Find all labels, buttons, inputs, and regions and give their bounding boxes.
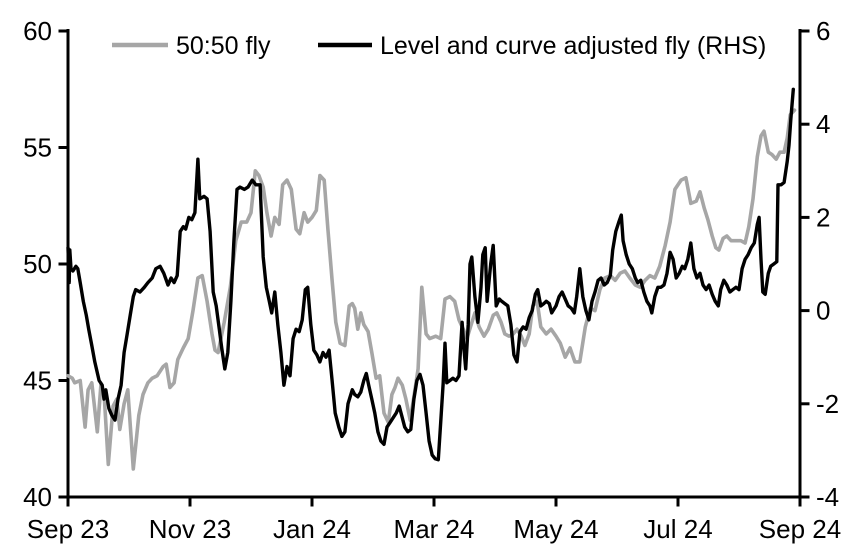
- axis-tick-label: 50: [23, 249, 52, 279]
- axis-tick-label: -2: [816, 389, 839, 419]
- axis-tick-label: 45: [23, 366, 52, 396]
- axis-tick-label: 2: [816, 202, 830, 232]
- series-50-50-fly-line: [66, 108, 797, 471]
- axis-tick-label: 4: [816, 109, 830, 139]
- axis-tick-label: Jan 24: [273, 514, 351, 544]
- legend: 50:50 fly Level and curve adjusted fly (…: [112, 32, 766, 60]
- axis-tick-label: Mar 24: [394, 514, 475, 544]
- axis-tick-label: Jul 24: [643, 514, 712, 544]
- legend-label-50-50-fly: 50:50 fly: [176, 32, 271, 60]
- axis-tick-label: 6: [816, 16, 830, 46]
- axis-tick-label: Nov 23: [149, 514, 231, 544]
- legend-label-adjusted-fly: Level and curve adjusted fly (RHS): [380, 32, 766, 60]
- axis-tick-label: 40: [23, 482, 52, 512]
- axis-ticks: [58, 29, 810, 507]
- series-level-curve-adjusted-fly-line: [66, 87, 795, 462]
- axis-tick-label: 55: [23, 133, 52, 163]
- axis-tick-label: 60: [23, 16, 52, 46]
- axis-tick-label: -4: [816, 482, 839, 512]
- axis-tick-labels: 40 45 50 55 60 -4 -2 0 2 4 6 Sep 23 Nov 23 Jan 24 Mar …: [23, 16, 841, 544]
- axis-tick-label: 0: [816, 296, 830, 326]
- axis-tick-label: Sep 23: [27, 514, 109, 544]
- axis-tick-label: May 24: [513, 514, 598, 544]
- axis-tick-label: Sep 24: [759, 514, 841, 544]
